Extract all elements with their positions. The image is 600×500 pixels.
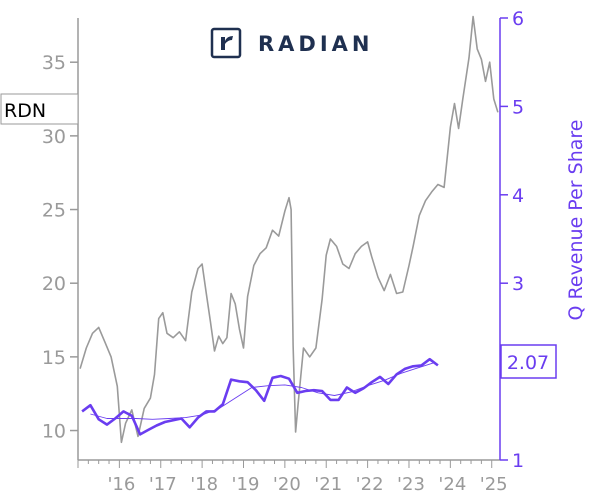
right-tick-label: 3 [512, 273, 524, 295]
left-axis: 10 15 20 25 30 35 [42, 18, 79, 460]
x-tick-label: '23 [397, 474, 425, 495]
x-tick-label: '25 [480, 474, 508, 495]
x-tick-label: '22 [356, 474, 384, 495]
logo-wordmark: RADIAN [258, 32, 374, 56]
revenue-line [81, 357, 439, 436]
right-axis: 123456 Q Revenue Per Share [499, 8, 587, 472]
last-value-label: 2.07 [507, 352, 549, 374]
x-axis-ticks: '16 '17 '18 '19 '20 '21 '22 '23 '24 '25 [77, 460, 508, 495]
right-tick-label: 4 [512, 185, 524, 207]
right-tick-label: 5 [512, 96, 524, 118]
ticker-box-frame [0, 93, 79, 125]
left-tick-label: 30 [42, 126, 66, 148]
x-tick-label: '16 [107, 474, 135, 495]
series-layer [79, 15, 499, 444]
radian-logo-icon [210, 27, 242, 59]
last-value-frame [500, 344, 557, 379]
right-axis-label: Q Revenue Per Share [565, 120, 587, 321]
left-tick-label: 15 [42, 347, 66, 369]
x-tick-label: '18 [190, 474, 218, 495]
x-tick-label: '17 [149, 474, 177, 495]
bottom-axis: '16 '17 '18 '19 '20 '21 '22 '23 '24 '25 [77, 459, 508, 495]
left-tick-label: 35 [42, 52, 66, 74]
left-axis-ticks: 10 15 20 25 30 35 [42, 52, 78, 443]
logo: RADIAN [210, 27, 374, 59]
x-tick-label: '21 [314, 474, 342, 495]
right-axis-ticks: 123456 [500, 8, 524, 472]
left-tick-label: 20 [42, 273, 66, 295]
x-tick-label: '20 [273, 474, 301, 495]
right-tick-label: 6 [512, 8, 524, 30]
x-tick-label: '24 [438, 474, 466, 495]
left-tick-label: 25 [42, 200, 66, 222]
revenue-trend-line [90, 362, 434, 420]
last-value-box: 2.07 [500, 344, 557, 379]
ticker-label: RDN [4, 100, 46, 122]
x-tick-label: '19 [232, 474, 260, 495]
left-tick-label: 10 [42, 421, 66, 443]
ticker-box: RDN [0, 93, 79, 125]
right-tick-label: 1 [512, 450, 524, 472]
price-line [79, 15, 499, 444]
